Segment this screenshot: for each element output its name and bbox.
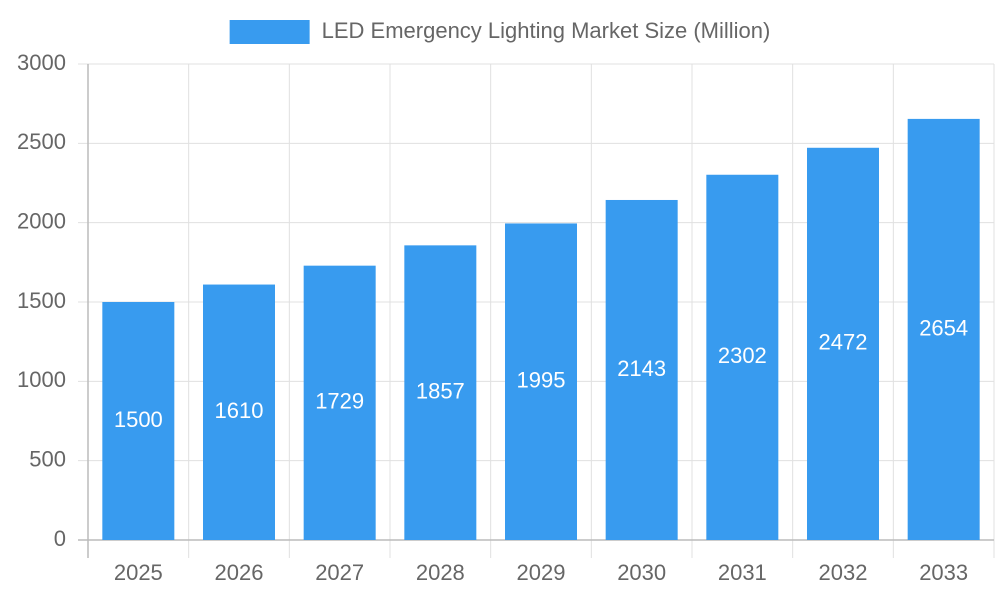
x-tick-label: 2027 xyxy=(315,560,364,585)
data-label: 1500 xyxy=(114,407,163,432)
data-label: 1857 xyxy=(416,378,465,403)
data-label: 2302 xyxy=(718,343,767,368)
x-tick-label: 2031 xyxy=(718,560,767,585)
y-tick-label: 1000 xyxy=(17,367,66,392)
x-tick-label: 2026 xyxy=(215,560,264,585)
data-label: 1729 xyxy=(315,389,364,414)
y-tick-label: 0 xyxy=(54,526,66,551)
y-tick-label: 2000 xyxy=(17,208,66,233)
y-tick-label: 1500 xyxy=(17,288,66,313)
bar xyxy=(505,223,577,540)
legend-swatch xyxy=(229,20,310,44)
x-tick-label: 2032 xyxy=(819,560,868,585)
bar xyxy=(404,245,477,540)
bar xyxy=(807,147,879,540)
x-tick-label: 2028 xyxy=(416,560,465,585)
x-tick-label: 2030 xyxy=(617,560,666,585)
bar xyxy=(303,265,376,540)
bar xyxy=(102,302,175,540)
bar xyxy=(605,199,678,540)
y-tick-label: 3000 xyxy=(17,50,66,75)
y-tick-label: 500 xyxy=(29,446,66,471)
bar xyxy=(203,284,275,540)
data-label: 1995 xyxy=(517,368,566,393)
data-label: 2472 xyxy=(819,330,868,355)
bar xyxy=(706,174,779,540)
data-label: 2143 xyxy=(617,356,666,381)
y-tick-label: 2500 xyxy=(17,129,66,154)
x-tick-label: 2033 xyxy=(919,560,968,585)
data-label: 1610 xyxy=(215,398,264,423)
bar xyxy=(907,118,980,540)
legend-label: LED Emergency Lighting Market Size (Mill… xyxy=(322,18,771,43)
data-label: 2654 xyxy=(919,315,968,340)
x-tick-label: 2025 xyxy=(114,560,163,585)
x-tick-label: 2029 xyxy=(517,560,566,585)
